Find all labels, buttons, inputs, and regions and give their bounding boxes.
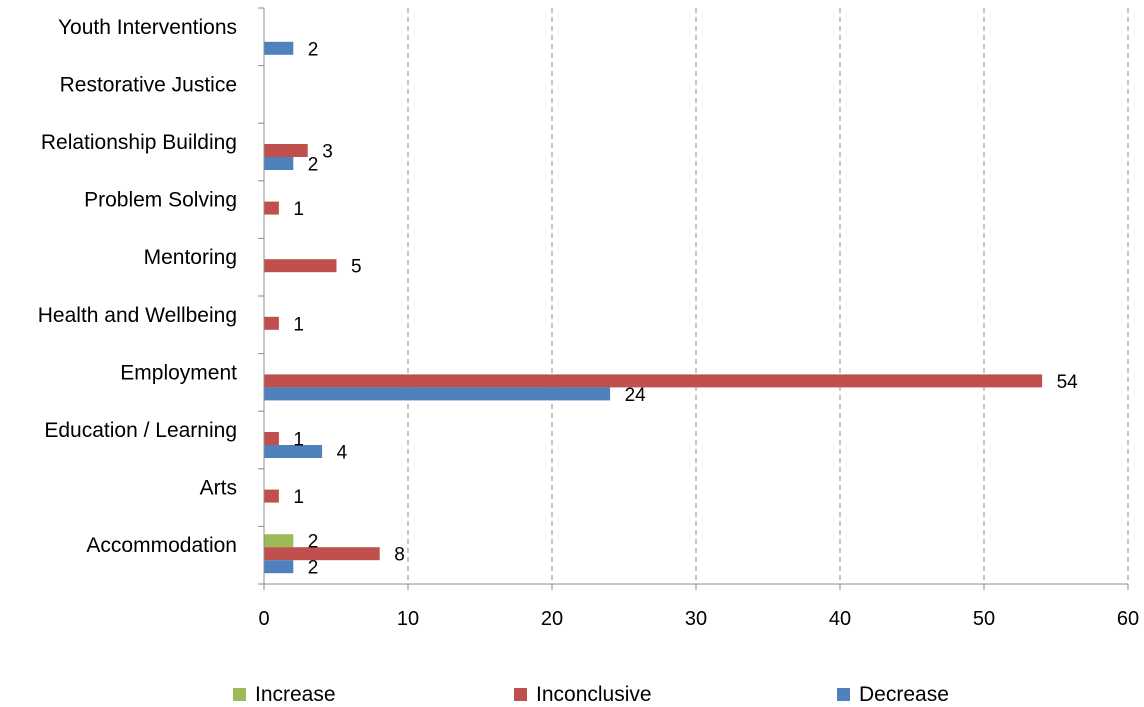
data-label: 1 — [293, 430, 304, 451]
data-label: 1 — [293, 199, 304, 220]
legend-label: Increase — [255, 683, 336, 706]
x-tick-label: 30 — [685, 608, 707, 630]
tick-labels: 0 10 20 30 40 50 60 — [258, 608, 1139, 630]
bar-inconclusive — [264, 489, 279, 503]
category-label: Restorative Justice — [60, 73, 237, 96]
legend-swatch-increase — [233, 688, 246, 701]
bar-decrease — [264, 445, 323, 458]
category-label: Accommodation — [86, 534, 237, 557]
bar-inconclusive — [264, 201, 279, 215]
data-label: 2 — [308, 39, 319, 60]
data-label: 54 — [1057, 372, 1079, 393]
category-label: Employment — [120, 361, 237, 384]
data-label: 1 — [293, 487, 304, 508]
bar-decrease — [264, 157, 294, 170]
category-label: Youth Interventions — [58, 16, 237, 39]
category-label: Education / Learning — [44, 419, 237, 442]
bar-decrease — [264, 387, 611, 401]
category-labels: Accommodation Arts Education / Learning Emp… — [38, 16, 237, 557]
x-tick-label: 0 — [258, 608, 269, 630]
legend: Increase Inconclusive Decrease — [233, 683, 949, 706]
legend-label: Decrease — [859, 683, 949, 706]
legend-swatch-decrease — [837, 688, 850, 701]
bar-inconclusive — [264, 316, 279, 330]
data-label: 4 — [337, 443, 348, 464]
bar-inconclusive — [264, 144, 308, 157]
category-label: Relationship Building — [41, 131, 237, 154]
x-tick-label: 40 — [829, 608, 851, 630]
x-tick-label: 20 — [541, 608, 563, 630]
x-tick-label: 60 — [1117, 608, 1139, 630]
data-label: 2 — [308, 532, 319, 553]
bar-decrease — [264, 560, 294, 574]
data-label: 2 — [308, 155, 319, 176]
bars — [264, 41, 1043, 574]
bar-decrease — [264, 41, 294, 55]
bar-inconclusive — [264, 259, 337, 273]
data-label: 8 — [394, 545, 405, 566]
category-label: Mentoring — [144, 246, 237, 269]
legend-swatch-inconclusive — [514, 688, 527, 701]
category-label: Problem Solving — [84, 189, 237, 212]
category-label: Health and Wellbeing — [38, 304, 237, 327]
x-tick-label: 10 — [397, 608, 419, 630]
data-label: 1 — [293, 314, 304, 335]
gridlines — [407, 8, 1129, 584]
axes — [258, 7, 1129, 590]
legend-label: Inconclusive — [536, 683, 652, 706]
x-tick-label: 50 — [973, 608, 995, 630]
data-label: 3 — [322, 142, 333, 163]
category-label: Arts — [200, 477, 237, 500]
data-label: 24 — [625, 385, 647, 406]
bar-inconclusive — [264, 547, 380, 561]
data-label: 5 — [351, 257, 362, 278]
bar-inconclusive — [264, 374, 1043, 388]
bar-inconclusive — [264, 432, 279, 445]
data-label: 2 — [308, 558, 319, 579]
bar-increase — [264, 534, 294, 548]
